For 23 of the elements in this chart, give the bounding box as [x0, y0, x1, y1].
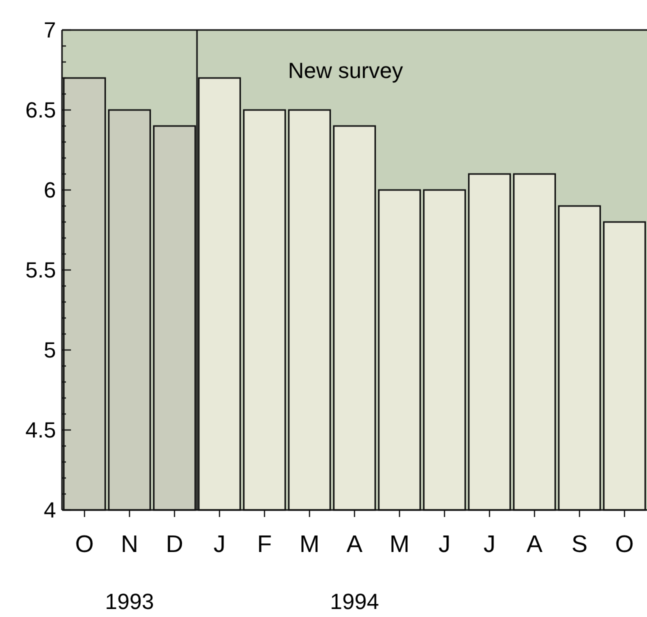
x-tick-label: O — [615, 531, 634, 558]
x-tick-label: J — [484, 531, 496, 558]
y-tick-label: 5.5 — [25, 258, 56, 283]
x-tick-label: M — [390, 531, 410, 558]
y-tick-label: 6.5 — [25, 98, 56, 123]
text: 1993 — [105, 589, 154, 614]
x-tick-label: J — [438, 531, 450, 558]
x-tick-label: N — [120, 531, 138, 558]
x-tick-label: M — [300, 531, 320, 558]
x-tick-label: A — [526, 531, 543, 558]
y-tick-label: 4 — [44, 498, 56, 523]
y-tick-label: 4.5 — [25, 418, 56, 443]
x-tick-label: J — [214, 531, 226, 558]
y-tick-label: 7 — [44, 18, 56, 43]
text: 1994 — [330, 589, 379, 614]
x-tick-label: S — [571, 531, 588, 558]
x-tick-label: O — [75, 531, 94, 558]
y-tick-label: 5 — [44, 338, 56, 363]
annotation: New survey — [288, 58, 403, 83]
x-tick-label: D — [166, 531, 184, 558]
x-tick-label: A — [346, 531, 363, 558]
x-tick-label: F — [257, 531, 272, 558]
y-tick-label: 6 — [44, 178, 56, 203]
